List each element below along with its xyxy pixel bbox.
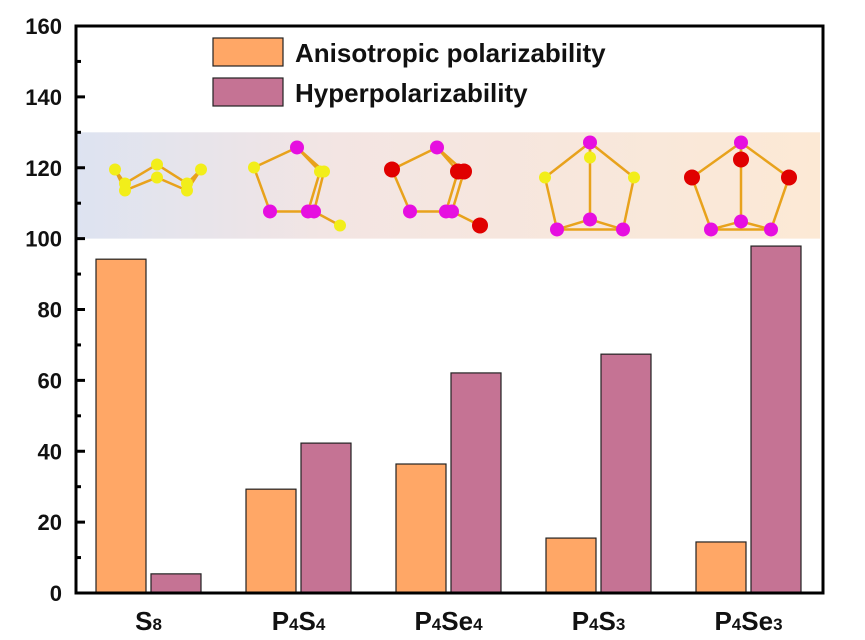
atom-P xyxy=(307,204,321,219)
atom-S xyxy=(318,165,330,178)
atom-S xyxy=(539,171,551,184)
atom-Se xyxy=(733,151,749,168)
atom-S xyxy=(248,161,260,174)
atom-P xyxy=(430,140,444,155)
atom-S xyxy=(584,151,596,164)
bars-group xyxy=(95,245,802,594)
bond xyxy=(543,177,559,230)
atom-P xyxy=(403,204,417,219)
bar-hyper-P4Se3 xyxy=(750,245,802,594)
atom-S xyxy=(334,219,346,232)
atom-S xyxy=(151,171,163,184)
y-tick-label: 80 xyxy=(38,298,62,323)
bar-anisotropic-P4S3 xyxy=(545,537,597,594)
legend-swatch-hyper xyxy=(212,77,284,107)
atom-Se xyxy=(684,169,700,186)
bond xyxy=(621,177,636,230)
atom-P xyxy=(704,222,718,237)
atom-S xyxy=(181,184,193,197)
bond xyxy=(544,141,591,179)
bar-hyper-P4Se4 xyxy=(450,372,502,594)
bond xyxy=(691,141,742,179)
bond xyxy=(252,167,272,212)
bar-hyper-P4S4 xyxy=(300,442,352,594)
y-ticks: 0 20 40 60 80 100 120 140 160 xyxy=(25,14,85,606)
atom-P xyxy=(764,222,778,237)
molecule-P4S3 xyxy=(539,135,640,237)
atom-P xyxy=(550,222,564,237)
x-label-P4S4: P4S4 xyxy=(272,606,326,636)
atom-P xyxy=(583,135,597,150)
bar-anisotropic-P4S4 xyxy=(245,488,297,594)
molecule-structures-inset xyxy=(76,132,820,239)
x-label-P4Se4: P4Se4 xyxy=(414,606,483,636)
y-tick-label: 100 xyxy=(25,227,62,252)
atom-S xyxy=(119,184,131,197)
atom-P xyxy=(616,222,630,237)
molecule-S8 xyxy=(109,158,207,197)
bond xyxy=(740,141,790,179)
atom-P xyxy=(445,204,459,219)
y-tick-label: 60 xyxy=(38,368,62,393)
legend-label-anisotropic: Anisotropic polarizability xyxy=(295,38,606,68)
atom-Se xyxy=(384,161,400,178)
legend-swatch-anisotropic xyxy=(212,37,284,67)
bond xyxy=(769,177,791,230)
atom-Se xyxy=(781,169,797,186)
y-tick-label: 40 xyxy=(38,439,62,464)
plot-frame xyxy=(74,24,825,595)
molecule-P4Se3 xyxy=(684,135,797,237)
bond xyxy=(253,146,298,169)
bar-anisotropic-P4Se4 xyxy=(395,463,447,594)
x-label-P4Se3: P4Se3 xyxy=(714,606,782,636)
atom-P xyxy=(734,214,748,229)
atom-S xyxy=(151,158,163,171)
atom-P xyxy=(263,204,277,219)
x-label-S8: S8 xyxy=(135,606,162,636)
molecule-P4S4 xyxy=(248,140,346,232)
atom-Se xyxy=(456,163,472,180)
bond xyxy=(124,163,158,185)
x-label-P4S3: P4S3 xyxy=(572,606,626,636)
y-tick-label: 120 xyxy=(25,156,62,181)
legend-label-hyper: Hyperpolarizability xyxy=(295,78,528,108)
bond xyxy=(690,177,713,230)
atom-Se xyxy=(472,217,488,234)
legend: Anisotropic polarizability Hyperpolarizab… xyxy=(212,37,606,108)
y-tick-label: 160 xyxy=(25,14,62,39)
atom-P xyxy=(734,135,748,150)
atom-P xyxy=(583,212,597,227)
y-tick-label: 140 xyxy=(25,85,62,110)
bond xyxy=(589,141,635,179)
bond xyxy=(391,146,438,171)
atom-P xyxy=(290,140,304,155)
x-tick-labels: S8 P4S4 P4Se4 P4S3 P4Se3 xyxy=(135,606,782,636)
bar-anisotropic-P4Se3 xyxy=(695,541,747,594)
bar-anisotropic-S8 xyxy=(95,258,147,594)
y-tick-label: 20 xyxy=(38,510,62,535)
y-tick-label: 0 xyxy=(50,581,62,606)
axes-group xyxy=(74,24,825,595)
atom-S xyxy=(628,171,640,184)
bar-hyper-P4S3 xyxy=(600,353,652,594)
bar-hyper-S8 xyxy=(150,573,202,594)
molecule-P4Se4 xyxy=(384,140,488,234)
atom-S xyxy=(195,163,207,176)
atom-S xyxy=(109,163,121,176)
